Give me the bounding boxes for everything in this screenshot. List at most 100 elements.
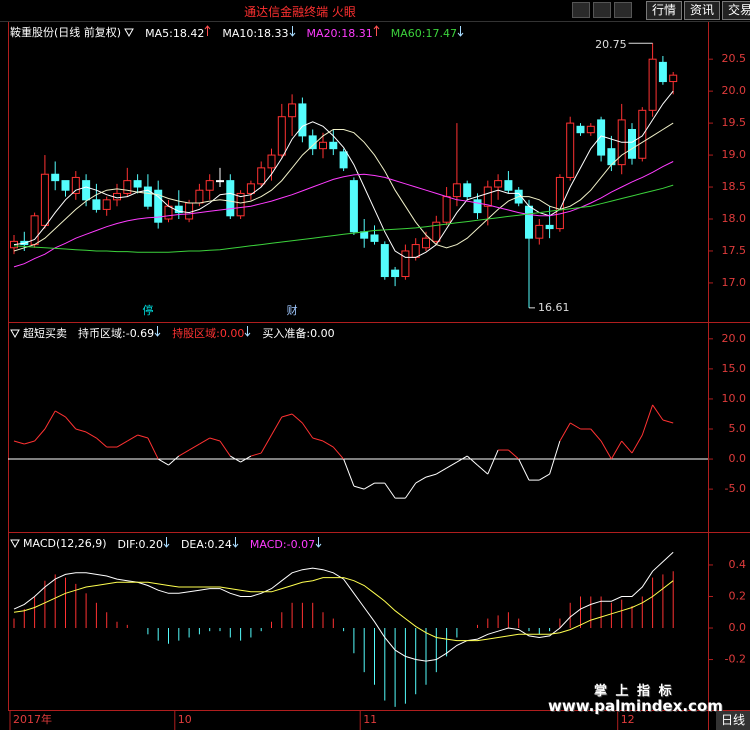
y-tick-label: 0.0 [729, 452, 747, 465]
candle-body [504, 180, 513, 191]
candle-body [329, 141, 338, 150]
indicator-segment [260, 434, 272, 454]
menu-button[interactable]: 资讯 [683, 1, 720, 20]
candle-body [442, 196, 451, 223]
legend-value: -0.07 [286, 537, 316, 551]
candle-body [226, 180, 235, 217]
legend-label: DEA: [180, 537, 208, 551]
window-buttons [572, 2, 632, 18]
candle-body [308, 135, 317, 150]
candle-body [422, 237, 430, 249]
indicator-segment [549, 440, 561, 475]
y-tick-label: 18.0 [722, 212, 747, 225]
candle-body [123, 180, 132, 194]
trend-arrow [163, 536, 170, 548]
watermark-title: 掌 上 指 标 [594, 684, 674, 699]
x-tick-label: 2017年 [13, 712, 52, 726]
candle-body [133, 180, 142, 188]
panel-title: MACD(12,26,9) [23, 536, 107, 550]
trend-arrow [204, 24, 211, 36]
indicator-segment [240, 455, 252, 463]
candle-body [288, 103, 297, 118]
legend-item: DEA:0.24 [181, 536, 239, 551]
y-tick-label: -5.0 [725, 482, 746, 495]
y-tick-label: -0.2 [725, 653, 746, 666]
indicator-segment [54, 410, 66, 418]
menu-button[interactable]: 行情 [645, 1, 682, 20]
indicator-segment [116, 440, 128, 448]
indicator-segment [404, 482, 417, 499]
moving-average-line [13, 90, 674, 258]
indicator-segment [487, 449, 499, 475]
menu-button[interactable]: 交易 [721, 1, 750, 20]
icon-shape [163, 536, 170, 548]
candle-body [370, 234, 379, 242]
candle-body [102, 199, 111, 210]
legend-label: MA60: [390, 26, 426, 40]
event-marker: 停 [142, 303, 153, 317]
trend-arrow [457, 25, 464, 37]
event-marker: 财 [287, 303, 298, 317]
window-button[interactable] [614, 2, 632, 18]
moving-average-line [13, 122, 674, 252]
indicator-segment [291, 413, 303, 424]
indicator-segment [199, 437, 210, 445]
legend-item: MA5:18.42 [145, 24, 211, 40]
trend-arrow [154, 326, 161, 337]
period-button[interactable]: 日线 [716, 711, 750, 730]
legend-label: MA10: [222, 26, 258, 40]
indicator-segment [384, 482, 396, 499]
window-button[interactable] [593, 2, 611, 18]
indicator-segment [662, 419, 674, 424]
y-tick-label: 10.0 [722, 392, 747, 405]
indicator-segment [85, 431, 97, 439]
frame [8, 22, 750, 730]
icon-shape [154, 326, 161, 337]
indicator-segment [230, 455, 241, 463]
candle-body [669, 74, 678, 83]
indicator-segment [477, 464, 489, 475]
candle-body [349, 180, 358, 233]
indicator-segment [539, 473, 550, 481]
candle-body [267, 154, 276, 169]
candle-body [61, 180, 70, 191]
legend-item: DIF:0.20 [118, 536, 170, 551]
menu-triangle [10, 539, 20, 549]
candle-body [638, 109, 647, 159]
window-button[interactable] [572, 2, 590, 18]
indicator-segment [600, 440, 612, 460]
macd-line [13, 577, 674, 642]
indicator-segment [168, 455, 180, 466]
y-tick-label: 20.5 [722, 52, 747, 65]
candle-body [164, 205, 173, 220]
candle-body [658, 61, 667, 83]
indicator-segment [178, 449, 190, 457]
legend-value: 17.47 [425, 26, 457, 40]
indicator-segment [75, 428, 87, 433]
indicator-segment [559, 422, 571, 442]
candle-body [319, 141, 327, 150]
legend-label: 买入准备: [262, 327, 311, 340]
y-tick-label: 20.0 [722, 84, 747, 97]
legend-item: 买入准备:0.00 [262, 325, 334, 341]
indicator-segment [44, 410, 56, 430]
indicator-segment [96, 437, 108, 448]
moving-average-line [13, 184, 674, 253]
legend-item: MA60:17.47 [391, 25, 464, 40]
candle-body [432, 221, 441, 242]
legend-value: -0.69 [125, 327, 155, 340]
candle-body [195, 189, 204, 204]
candle-body [82, 180, 91, 201]
indicator-segment [590, 428, 602, 442]
menu-triangle [124, 28, 134, 38]
icon-shape [373, 24, 380, 36]
legend-label: MACD: [249, 537, 287, 551]
y-tick-label: 19.5 [722, 116, 747, 129]
indicator-segment [250, 452, 262, 457]
panel-header: 超短买卖 持币区域:-0.69 持股区域:0.00 买入准备:0.00 [10, 326, 335, 340]
watermark-url: www.palmindex.com [548, 697, 723, 715]
legend-value: 18.33 [257, 26, 289, 40]
indicator-segment [436, 467, 447, 475]
candle-body [236, 192, 245, 217]
legend-value: 18.31 [341, 26, 373, 40]
